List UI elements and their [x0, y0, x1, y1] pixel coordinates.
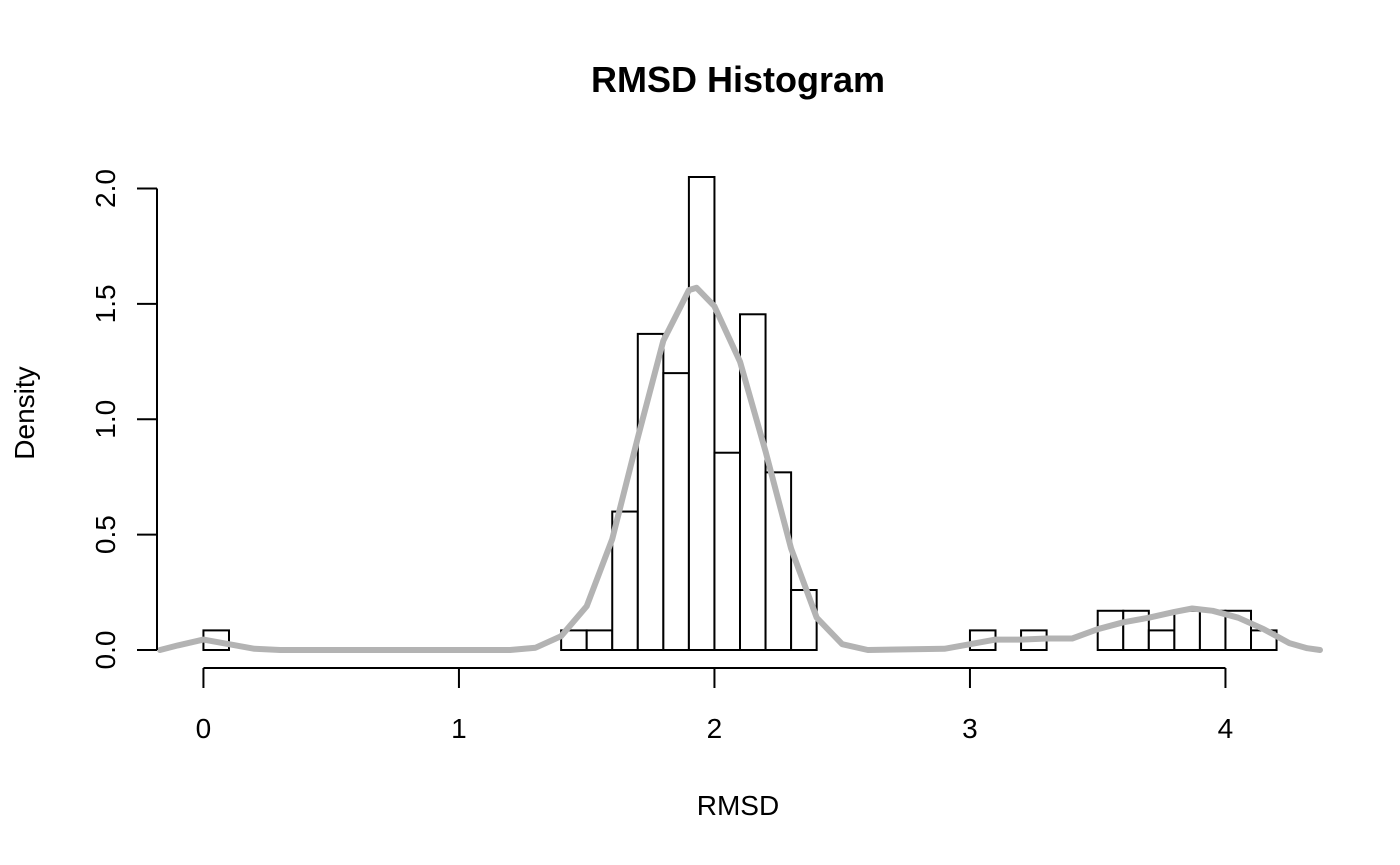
y-axis: 0.0 0.5 1.0 1.5 2.0 [90, 169, 158, 670]
y-tick-label: 0.5 [90, 515, 121, 554]
x-axis-label: RMSD [697, 790, 779, 821]
y-tick-label: 1.0 [90, 400, 121, 439]
x-axis: 0 1 2 3 4 [196, 667, 1234, 744]
x-tick-label: 1 [451, 713, 467, 744]
chart-title: RMSD Histogram [591, 59, 885, 100]
y-axis-label: Density [9, 366, 40, 459]
y-tick-label: 1.5 [90, 284, 121, 323]
histogram-bar [585, 629, 614, 652]
density-curve [157, 284, 1323, 653]
histogram-bar [662, 372, 690, 651]
x-tick-label: 4 [1218, 713, 1234, 744]
x-tick-label: 0 [196, 713, 212, 744]
histogram-bars [202, 176, 1278, 652]
x-tick-label: 2 [707, 713, 723, 744]
histogram-bar [713, 451, 742, 651]
histogram-bar [1173, 609, 1201, 652]
histogram-bar [687, 176, 716, 651]
histogram-bar [611, 510, 639, 651]
y-tick-label: 0.0 [90, 631, 121, 670]
density-curve-group [157, 284, 1323, 653]
histogram-bar [1198, 609, 1227, 652]
y-tick-label: 2.0 [90, 169, 121, 208]
x-tick-label: 3 [962, 713, 978, 744]
histogram-bar [1147, 629, 1176, 652]
